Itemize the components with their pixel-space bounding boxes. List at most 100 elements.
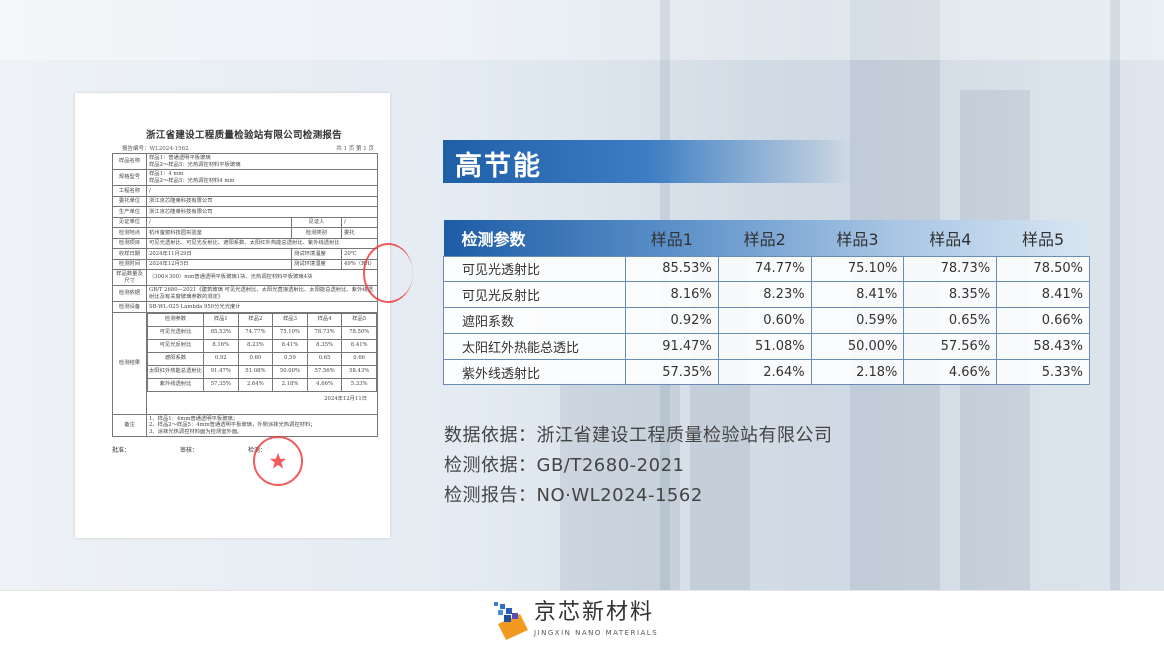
result-cell: 78.50% <box>341 325 377 340</box>
result-cell: 8.41% <box>341 338 377 353</box>
column-header-sample: 样品5 <box>1022 229 1065 249</box>
logo-subtitle: JINGXIN NANO MATERIALS <box>534 629 659 637</box>
value-cell: 2.64% <box>717 358 812 386</box>
result-cell: 2.64% <box>237 377 274 392</box>
value-cell: 0.92% <box>625 307 719 334</box>
result-cell: 8.41% <box>272 338 308 353</box>
result-cell: 5.33% <box>341 377 377 392</box>
cell-value: 杭州萤窗科技园实验室 <box>146 227 292 239</box>
table-row: 太阳红外热能总透比 91.47% 51.08% 50.00% 57.56% 58.43% <box>443 332 1090 360</box>
report-title: 浙江省建设工程质量检验站有限公司检测报告 <box>145 130 342 141</box>
result-cell: 8.16% <box>203 338 239 353</box>
cell-label: 检测设备 <box>112 301 147 313</box>
value-cell: 85.53% <box>625 255 719 283</box>
cell-value: GB/T 2680—2021《建筑玻璃 可见光透射比、太阳光直接透射比、太阳能总… <box>146 285 378 302</box>
cell-label: 委托单位 <box>112 195 147 207</box>
report-number-info: 检测报告：NO·WL2024-1562 <box>444 485 703 506</box>
result-row: 紫外线透射比 57.35% 2.64% 2.18% 4.66% 5.33% <box>147 377 377 392</box>
value-cell: 78.73% <box>903 255 998 283</box>
test-standard: 检测依据：GB/T2680-2021 <box>444 455 685 476</box>
result-row: 遮阳系数 0.92 0.60 0.59 0.65 0.66 <box>147 351 377 366</box>
result-cell: 50.00% <box>272 364 308 379</box>
result-cell: 74.77% <box>237 325 274 340</box>
table-row: 可见光反射比 8.16% 8.23% 8.41% 8.35% 8.41% <box>443 281 1090 309</box>
value-cell: 0.66% <box>996 307 1090 334</box>
result-cell: 太阳红外热能总透射比 <box>147 364 204 379</box>
result-cell: 85.53% <box>203 325 239 340</box>
cell-label: 检测类别 <box>291 227 342 239</box>
result-cell: 0.65 <box>306 351 343 366</box>
cell-label: 测试环境湿度 <box>291 258 342 270</box>
cell-label: 检测时间 <box>112 258 147 270</box>
value-cell: 50.00% <box>810 332 905 360</box>
cell-value: 可见光透射比、可见光反射比、遮阳系数、太阳红外热能总透射比、紫外线透射比 <box>146 237 378 249</box>
parameter-cell: 可见光透射比 <box>443 255 626 283</box>
value-cell: 51.08% <box>717 332 812 360</box>
result-cell: 8.23% <box>237 338 274 353</box>
value-cell: 4.66% <box>903 358 998 386</box>
value-cell: 91.47% <box>625 332 719 360</box>
seam-stamp <box>363 243 413 303</box>
value-cell: 0.65% <box>903 307 998 334</box>
value-cell: 57.35% <box>625 358 719 386</box>
result-cell: 样品4 <box>306 312 343 327</box>
logo-icon <box>494 602 528 640</box>
cell-value: 样品1：4 mm 样品2～样品5：光热调控材料4 mm <box>146 169 378 186</box>
value-cell: 2.18% <box>810 358 905 386</box>
result-cell: 0.92 <box>203 351 239 366</box>
value-cell: 58.43% <box>996 332 1090 360</box>
result-cell: 样品2 <box>237 312 274 327</box>
data-source: 数据依据：浙江省建设工程质量检验站有限公司 <box>444 425 833 446</box>
cell-label: 收样日期 <box>112 248 147 260</box>
cell-value: 2024年11月29日 <box>146 248 292 260</box>
star-icon <box>269 452 287 469</box>
value-cell: 74.77% <box>717 255 812 283</box>
cell-label: 检测结果 <box>112 311 147 415</box>
cell-value: / <box>341 216 378 228</box>
cell-label: 生产单位 <box>112 206 147 218</box>
column-header-sample: 样品2 <box>743 229 786 249</box>
test-report-document: 浙江省建设工程质量检验站有限公司检测报告 报告编号：WL2024-1562 共 1… <box>75 93 413 538</box>
result-cell: 78.73% <box>306 325 343 340</box>
report-table: 样品名称 样品1：普通透明平板玻璃 样品2～样品5：光热调控材料平板玻璃 规格型号… <box>112 153 378 437</box>
cell-label: 见证单位 <box>112 216 147 228</box>
note: 1、样品1：4mm普通透明平板玻璃； <box>149 415 239 422</box>
result-cell: 57.56% <box>306 364 343 379</box>
cell-value: 委托 <box>341 227 378 239</box>
result-cell: 57.35% <box>203 377 239 392</box>
result-cell: 紫外线透射比 <box>147 377 204 392</box>
company-logo: 京芯新材料 JINGXIN NANO MATERIALS <box>490 600 660 640</box>
cell-label: 工程名称 <box>112 185 147 197</box>
column-header-parameter: 检测参数 <box>461 229 526 249</box>
official-stamp <box>253 436 303 486</box>
value-cell: 57.56% <box>903 332 998 360</box>
parameter-cell: 紫外线透射比 <box>443 358 626 386</box>
value-cell: 8.35% <box>903 281 998 309</box>
cell-label: 见证人 <box>291 216 342 228</box>
cell-value: 样品1：普通透明平板玻璃 样品2～样品5：光热调控材料平板玻璃 <box>146 153 378 170</box>
result-cell: 0.60 <box>237 351 274 366</box>
cell-label: 测试环境温度 <box>291 248 342 260</box>
approve-label: 批准： <box>112 447 131 454</box>
column-header-sample: 样品4 <box>929 229 972 249</box>
parameter-cell: 太阳红外热能总透比 <box>443 332 626 360</box>
value-cell: 0.60% <box>717 307 812 334</box>
result-row: 可见光反射比 8.16% 8.23% 8.41% 8.35% 8.41% <box>147 338 377 353</box>
value-cell: 75.10% <box>810 255 905 283</box>
value-cell: 8.16% <box>625 281 719 309</box>
cell-label: 检测项目 <box>112 237 147 249</box>
test-results-table: 检测参数 样品1 样品2 样品3 样品4 样品5 可见光透射比 85.53% 74.77% 75… <box>443 220 1090 386</box>
result-cell: 58.43% <box>341 364 377 379</box>
report-date: 2024年12月11日 <box>324 395 367 402</box>
table-row: 紫外线透射比 57.35% 2.64% 2.18% 4.66% 5.33% <box>443 358 1090 386</box>
cell-label: 规格型号 <box>112 169 147 186</box>
cell-label: 备注 <box>112 413 147 437</box>
result-table: 检测参数 样品1 样品2 样品3 样品4 样品5 可见光透射比 85.53% 74.77% 75.… <box>147 312 377 392</box>
value-cell: 8.23% <box>717 281 812 309</box>
table-row: 遮阳系数 0.92% 0.60% 0.59% 0.65% 0.66% <box>443 307 1090 334</box>
review-label: 审核： <box>180 447 199 454</box>
table-row: 可见光透射比 85.53% 74.77% 75.10% 78.73% 78.50% <box>443 255 1090 283</box>
cell-value: SB-WL-025 Lambda 950分光光度计 <box>146 301 378 313</box>
result-cell: 样品1 <box>203 312 239 327</box>
note: 2、样品2～样品5：4mm普通透明平板玻璃，外侧涂抹光热调控材料； <box>149 422 316 428</box>
